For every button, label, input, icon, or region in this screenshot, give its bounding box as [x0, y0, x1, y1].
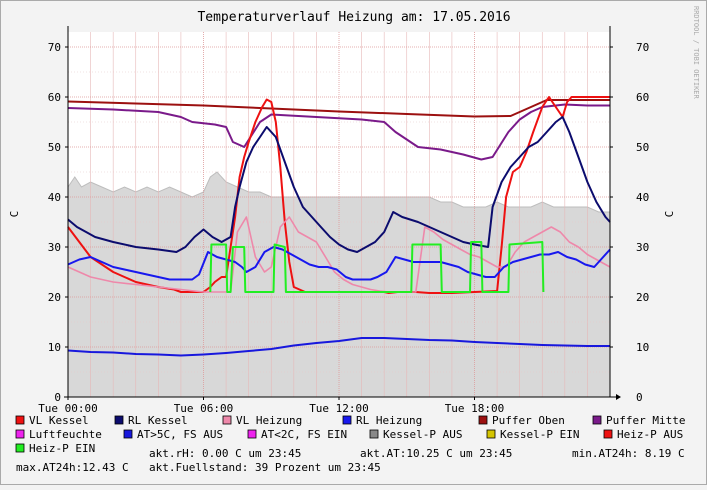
- status-akt-at: akt.AT:10.25 C um 23:45: [360, 447, 512, 460]
- legend-label-rl-heizung: RL Heizung: [356, 414, 422, 427]
- x-tick-label: Tue 12:00: [309, 402, 369, 415]
- legend-label-rl-kessel: RL Kessel: [128, 414, 188, 427]
- legend-swatch-puffer-mitte: [592, 415, 602, 425]
- legend-label-luftfeuchte: Luftfeuchte: [29, 428, 102, 441]
- legend-label-kessel-p-ein: Kessel-P EIN: [500, 428, 579, 441]
- y-tick-label-left: 70: [48, 41, 61, 54]
- legend-swatch-heiz-p-ein: [15, 443, 25, 453]
- series-line-heiz-p-ein: [209, 241, 545, 293]
- legend-label-puffer-mitte: Puffer Mitte: [606, 414, 685, 427]
- y-axis-label-right: C: [663, 211, 676, 218]
- series-layer: [67, 96, 611, 357]
- status-max-at: max.AT24h:12.43 C: [16, 461, 129, 474]
- y-tick-label-left: 40: [48, 191, 61, 204]
- legend-swatch-puffer-oben: [478, 415, 488, 425]
- y-tick-label-right: 40: [636, 191, 649, 204]
- axes-layer: 0 0 10 10 20 20 30 30 40 40 50 50 60 60 70 70 Tue 00:00 T…: [38, 26, 649, 415]
- y-tick-label-right: 20: [636, 291, 649, 304]
- legend-label-at-2c-fs-ein: AT<2C, FS EIN: [261, 428, 347, 441]
- y-tick-label-left: 30: [48, 241, 61, 254]
- legend-label-at-5c-fs-aus: AT>5C, FS AUS: [137, 428, 223, 441]
- status-min-at: min.AT24h: 8.19 C: [572, 447, 685, 460]
- legend-swatch-vl-heizung: [222, 415, 232, 425]
- y-tick-label-left: 60: [48, 91, 61, 104]
- y-tick-label-left: 0: [54, 391, 61, 404]
- x-axis-arrow: [616, 394, 621, 400]
- series-line-vl-heizung: [67, 216, 611, 293]
- y-tick-label-right: 10: [636, 341, 649, 354]
- x-tick-label: Tue 00:00: [38, 402, 98, 415]
- legend-swatch-rl-heizung: [342, 415, 352, 425]
- legend-swatch-vl-kessel: [15, 415, 25, 425]
- legend-swatch-rl-kessel: [114, 415, 124, 425]
- y-tick-label-left: 10: [48, 341, 61, 354]
- legend-label-puffer-oben: Puffer Oben: [492, 414, 565, 427]
- legend-label-vl-kessel: VL Kessel: [29, 414, 89, 427]
- y-tick-label-left: 20: [48, 291, 61, 304]
- legend-swatch-at-2c-fs-ein: [247, 429, 257, 439]
- legend-swatch-heiz-p-aus: [603, 429, 613, 439]
- grid-layer: [67, 32, 610, 397]
- legend-label-vl-heizung: VL Heizung: [236, 414, 302, 427]
- status-lines: akt.rH: 0.00 C um 23:45 akt.AT:10.25 C u…: [16, 447, 685, 474]
- series-line-rl-heizung: [67, 246, 611, 281]
- legend-label-heiz-p-ein: Heiz-P EIN: [29, 442, 95, 455]
- legend-label-heiz-p-aus: Heiz-P AUS: [617, 428, 683, 441]
- y-tick-label-right: 50: [636, 141, 649, 154]
- series-line-puffer-mitte: [67, 103, 610, 161]
- y-axis-label-left: C: [8, 211, 21, 218]
- legend: VL Kessel RL Kessel VL Heizung RL Heizung Pu…: [15, 414, 685, 455]
- status-fuellstand: akt.Fuellstand: 39 Prozent um 23:45: [149, 461, 381, 474]
- series-line-puffer-oben: [67, 99, 610, 118]
- watermark: RRDTOOL / TOBI OETIKER: [692, 6, 700, 100]
- legend-swatch-at-5c-fs-aus: [123, 429, 133, 439]
- y-tick-label-right: 60: [636, 91, 649, 104]
- y-tick-label-right: 30: [636, 241, 649, 254]
- legend-swatch-luftfeuchte: [15, 429, 25, 439]
- legend-label-kessel-p-aus: Kessel-P AUS: [383, 428, 462, 441]
- chart-title: Temperaturverlauf Heizung am: 17.05.2016: [197, 10, 510, 25]
- series-line-at-5c-fs-aus: [67, 337, 610, 357]
- y-tick-label-right: 70: [636, 41, 649, 54]
- y-tick-label-right: 0: [636, 391, 643, 404]
- legend-swatch-kessel-p-ein: [486, 429, 496, 439]
- y-tick-label-left: 50: [48, 141, 61, 154]
- status-akt-rh: akt.rH: 0.00 C um 23:45: [149, 447, 301, 460]
- x-tick-label: Tue 18:00: [445, 402, 505, 415]
- series-line-rl-kessel: [67, 116, 611, 253]
- legend-swatch-kessel-p-aus: [369, 429, 379, 439]
- x-tick-label: Tue 06:00: [174, 402, 234, 415]
